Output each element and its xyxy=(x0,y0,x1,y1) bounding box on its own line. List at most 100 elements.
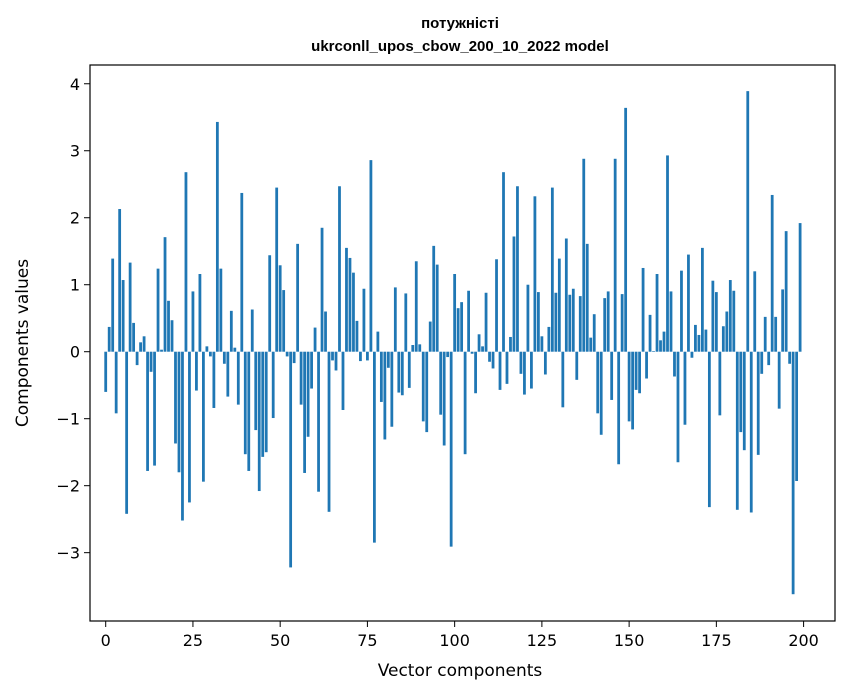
bar-30 xyxy=(208,351,212,357)
bar-167 xyxy=(687,254,690,352)
x-tick-label-125: 125 xyxy=(527,631,558,650)
bar-151 xyxy=(631,351,635,430)
bar-58 xyxy=(306,351,310,437)
bar-81 xyxy=(386,351,390,368)
bar-139 xyxy=(589,337,593,352)
chart-title: потужністі xyxy=(421,15,499,32)
bar-78 xyxy=(376,331,380,352)
bar-148 xyxy=(620,294,624,352)
bar-73 xyxy=(359,351,362,362)
bar-177 xyxy=(721,326,725,352)
bar-44 xyxy=(257,351,261,492)
bar-25 xyxy=(191,291,195,352)
bar-79 xyxy=(379,351,383,402)
x-tick-label-100: 100 xyxy=(439,631,470,650)
x-tick-label-200: 200 xyxy=(788,631,819,650)
bar-67 xyxy=(338,186,341,352)
bar-96 xyxy=(439,351,443,415)
bar-102 xyxy=(460,302,464,352)
bar-147 xyxy=(617,351,621,465)
bar-128 xyxy=(550,187,554,352)
chart-subtitle: ukrconll_upos_cbow_200_10_2022 model xyxy=(311,38,609,55)
bar-69 xyxy=(345,247,348,352)
bar-90 xyxy=(418,344,422,352)
bar-166 xyxy=(683,351,687,425)
y-axis-ticks: −3 −2 −1 0 1 2 3 4 xyxy=(56,75,90,563)
bar-124 xyxy=(537,292,540,352)
x-tick-label-50: 50 xyxy=(270,631,290,650)
bar-2 xyxy=(111,258,115,352)
bar-16 xyxy=(160,349,163,352)
bar-103 xyxy=(463,351,467,455)
bar-52 xyxy=(285,351,289,357)
bar-192 xyxy=(774,316,778,352)
y-axis-label: Components values xyxy=(13,259,33,427)
bar-70 xyxy=(348,257,352,352)
bar-114 xyxy=(502,172,505,352)
bar-118 xyxy=(516,186,519,352)
y-tick-label--2: −2 xyxy=(56,477,80,496)
bar-37 xyxy=(233,347,237,352)
bar-66 xyxy=(334,351,338,371)
bar-31 xyxy=(212,351,216,408)
bar-160 xyxy=(662,331,666,352)
bar-138 xyxy=(585,243,589,352)
bar-23 xyxy=(184,172,188,352)
bar-189 xyxy=(763,316,767,352)
bar-59 xyxy=(310,351,313,389)
bar-101 xyxy=(456,308,460,352)
bar-190 xyxy=(767,351,771,366)
bar-8 xyxy=(132,322,136,352)
bar-197 xyxy=(791,351,795,595)
bar-27 xyxy=(198,274,202,352)
bar-14 xyxy=(153,351,156,466)
bar-71 xyxy=(352,272,355,352)
bar-46 xyxy=(264,351,268,453)
bar-51 xyxy=(282,290,286,352)
bar-164 xyxy=(676,351,680,463)
bar-68 xyxy=(341,351,345,410)
bar-129 xyxy=(554,292,558,352)
x-tick-label-150: 150 xyxy=(614,631,645,650)
bar-61 xyxy=(317,351,320,492)
bar-85 xyxy=(400,351,404,396)
bar-9 xyxy=(135,351,139,366)
bar-116 xyxy=(509,336,512,352)
bar-6 xyxy=(125,351,129,514)
bar-4 xyxy=(118,209,122,352)
bar-158 xyxy=(655,274,659,352)
x-tick-label-75: 75 xyxy=(357,631,377,650)
bar-115 xyxy=(505,351,509,384)
bar-183 xyxy=(742,351,746,451)
bar-41 xyxy=(247,351,251,471)
bar-162 xyxy=(669,291,673,352)
bar-99 xyxy=(449,351,453,547)
bar-29 xyxy=(205,346,209,352)
bar-3 xyxy=(114,351,118,414)
y-tick-label--1: −1 xyxy=(56,410,80,429)
bar-74 xyxy=(362,288,366,352)
bar-168 xyxy=(690,351,694,358)
bar-28 xyxy=(202,351,205,482)
bar-144 xyxy=(606,291,610,352)
bar-21 xyxy=(177,351,181,473)
bar-83 xyxy=(393,287,397,352)
bar-187 xyxy=(756,351,760,455)
bar-32 xyxy=(215,121,219,352)
bar-54 xyxy=(292,351,296,364)
bar-135 xyxy=(575,351,579,380)
bar-17 xyxy=(163,237,167,352)
bar-173 xyxy=(707,351,711,508)
bar-36 xyxy=(229,310,233,352)
bar-34 xyxy=(222,351,226,364)
bar-150 xyxy=(627,351,631,422)
y-tick-label-3: 3 xyxy=(70,142,80,161)
bar-119 xyxy=(519,351,523,374)
bar-19 xyxy=(170,320,174,352)
bar-15 xyxy=(156,268,160,352)
bar-80 xyxy=(383,351,387,440)
y-tick-label-1: 1 xyxy=(70,276,80,295)
bar-40 xyxy=(243,351,247,455)
bar-111 xyxy=(491,351,495,369)
bar-91 xyxy=(421,351,425,422)
